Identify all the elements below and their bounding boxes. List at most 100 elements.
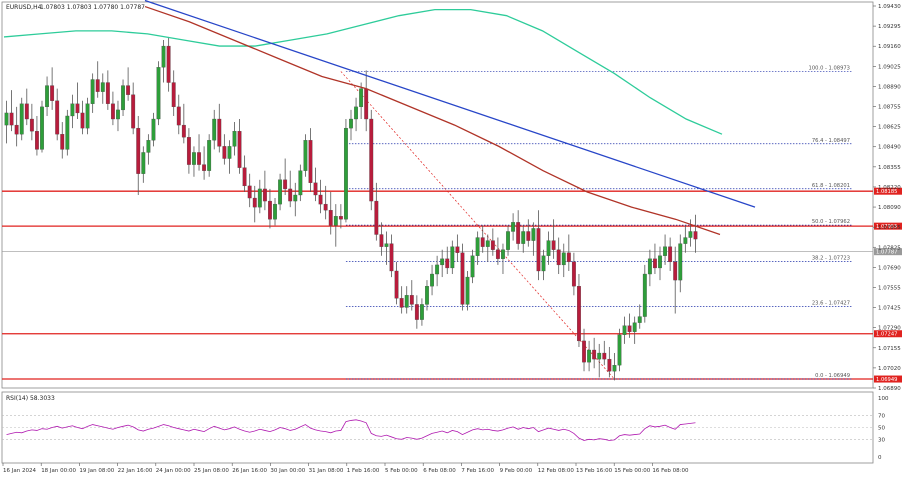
price-tick-label: 1.06890	[878, 386, 901, 392]
candle-body	[202, 164, 207, 171]
candle-body	[207, 140, 212, 171]
candle-body	[298, 170, 303, 196]
rsi-tick-label: 0	[878, 455, 882, 461]
candle-body	[546, 240, 551, 256]
candle-body	[212, 118, 217, 141]
candle-body	[556, 249, 561, 266]
price-tick-label: 1.08355	[878, 165, 901, 171]
candle-body	[480, 237, 485, 247]
candle-body	[136, 127, 141, 174]
candle-body	[273, 203, 277, 220]
candle-body	[268, 200, 272, 220]
candle-body	[19, 103, 24, 135]
candle-body	[75, 103, 80, 114]
candle-body	[485, 240, 490, 247]
candle-body	[516, 222, 521, 244]
candle-body	[60, 134, 65, 150]
fib-level-label: 0.0 - 1.06949	[815, 373, 850, 379]
time-tick-label: 22 Jan 16:00	[118, 468, 153, 474]
time-tick-label: 13 Feb 16:00	[576, 468, 613, 474]
candle-body	[4, 112, 9, 126]
candle-body	[561, 252, 566, 266]
price-tick-label: 1.08490	[878, 145, 901, 151]
candle-body	[181, 124, 186, 138]
candle-body	[90, 79, 95, 104]
candle-body	[409, 295, 414, 305]
time-tick-label: 15 Feb 00:00	[614, 468, 651, 474]
candle-body	[617, 334, 622, 366]
fib-level-label: 50.0 - 1.07962	[812, 219, 850, 225]
candle-body	[435, 264, 440, 275]
price-tick-label: 1.08625	[878, 125, 901, 131]
price-tag-text: 1.07787	[876, 250, 897, 256]
rsi-tick-label: 100	[878, 396, 889, 402]
candle-body	[389, 243, 394, 272]
rsi-label: RSI(14) 58.3033	[6, 395, 55, 402]
candle-body	[425, 286, 429, 305]
time-tick-label: 18 Jan 00:00	[41, 468, 76, 474]
candle-body	[222, 146, 227, 159]
price-tag-text: 1.06949	[876, 377, 897, 383]
candle-body	[612, 365, 617, 372]
candle-body	[318, 194, 323, 205]
candle-body	[192, 152, 196, 165]
price-tick-label: 1.07955	[878, 225, 901, 231]
candle-body	[35, 131, 39, 150]
candle-body	[110, 103, 115, 120]
candle-body	[338, 216, 343, 220]
candle-body	[146, 140, 151, 153]
time-tick-label: 12 Feb 08:00	[538, 468, 575, 474]
candle-body	[637, 316, 642, 323]
candle-body	[668, 246, 673, 263]
candle-body	[511, 222, 516, 232]
candle-body	[70, 103, 75, 117]
price-tag-text: 1.07247	[876, 332, 897, 338]
price-pane: 100.0 - 1.08973 76.4 - 1.08497 61.8 - 1.08…	[2, 0, 873, 381]
candle-body	[40, 106, 44, 150]
candle-body	[642, 273, 647, 317]
candle-body	[156, 67, 161, 120]
time-tick-label: 1 Feb 16:00	[347, 468, 380, 474]
candle-body	[495, 249, 500, 259]
candle-body	[186, 137, 191, 165]
candle-body	[328, 210, 333, 226]
price-tick-label: 1.07020	[878, 366, 901, 372]
time-tick-label: 5 Feb 00:00	[385, 468, 418, 474]
candle-body	[313, 182, 318, 196]
candle-body	[460, 252, 465, 305]
candle-body	[100, 82, 105, 92]
candle-body	[161, 45, 166, 68]
candle-body	[688, 231, 693, 238]
candle-body	[121, 85, 125, 111]
candle-body	[455, 246, 460, 253]
candle-body	[227, 146, 232, 159]
candle-body	[141, 152, 146, 174]
candle-body	[658, 255, 662, 269]
candle-body	[171, 82, 176, 108]
candle-body	[592, 349, 597, 360]
candle-body	[465, 276, 470, 305]
candle-body	[242, 167, 247, 187]
candle-body	[217, 118, 222, 147]
price-tick-label: 1.08890	[878, 84, 901, 90]
price-tag-text: 1.07955	[876, 224, 897, 230]
candle-body	[308, 140, 313, 183]
candle-body	[414, 304, 419, 320]
candle-body	[475, 237, 480, 256]
price-tag-box	[874, 222, 902, 230]
price-tag-box	[874, 330, 902, 338]
candle-body	[399, 298, 404, 308]
candle-body	[627, 325, 632, 332]
candle-body	[379, 234, 384, 247]
symbol-header: EURUSD,H4	[6, 4, 42, 11]
candle-body	[65, 115, 70, 150]
candle-body	[369, 118, 374, 202]
candle-body	[536, 228, 541, 272]
candle-body	[384, 243, 389, 247]
price-tick-label: 1.08220	[878, 185, 901, 191]
candle-body	[80, 112, 85, 129]
candle-body	[490, 240, 495, 250]
candle-body	[602, 352, 607, 360]
candle-body	[597, 352, 602, 360]
